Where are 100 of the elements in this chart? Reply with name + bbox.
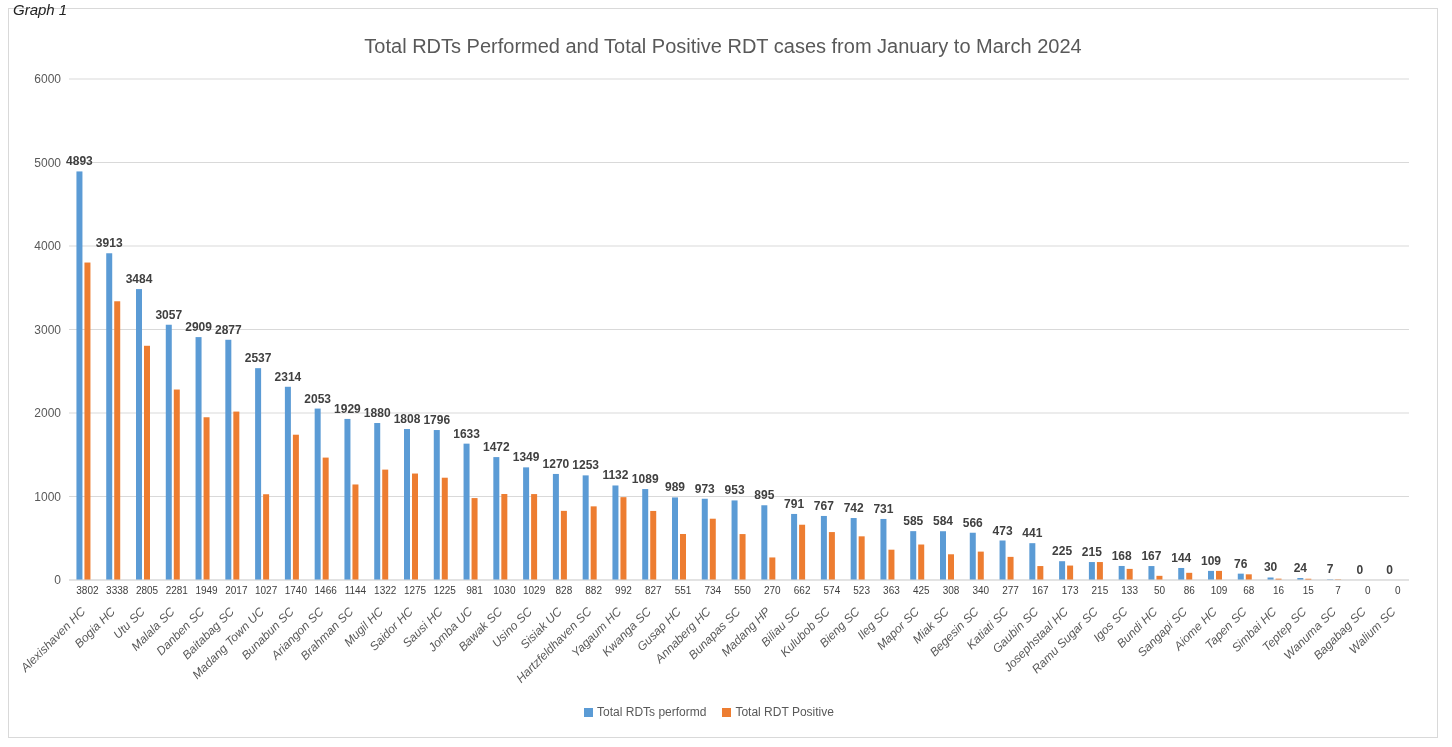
data-label: 791 [784,496,805,511]
data-label: 1030 [493,585,516,596]
y-tick-label: 6000 [34,72,62,87]
data-label: 308 [942,585,960,596]
y-tick-label: 1000 [34,489,62,504]
data-label: 1796 [423,413,451,428]
data-label: 7 [1326,562,1334,577]
data-label: 167 [1031,585,1050,596]
data-label: 828 [555,585,573,596]
data-label: 363 [883,585,901,596]
data-label: 15 [1302,585,1315,596]
data-label: 3484 [125,272,153,287]
data-label: 1027 [254,585,278,596]
data-label: 0 [1365,585,1372,596]
data-label: 1633 [453,426,481,441]
data-label: 1949 [195,585,219,596]
y-tick-label: 5000 [34,155,62,170]
data-label: 742 [843,501,864,516]
data-label: 215 [1081,545,1103,560]
data-label: 1144 [344,585,367,596]
legend-label: Total RDT Positive [734,705,834,719]
data-label: 2017 [225,585,248,596]
data-label: 3802 [76,585,99,596]
data-label: 0 [1386,563,1394,577]
data-label: 473 [992,523,1013,538]
data-label: 270 [763,585,782,596]
caption: Graph 1 [13,1,68,18]
data-label: 2909 [185,320,213,335]
data-label: 2314 [274,369,302,384]
data-label: 1225 [433,585,457,596]
data-label: 566 [962,515,984,530]
data-label: 585 [903,514,924,529]
data-label: 0 [1394,585,1401,596]
data-label: 144 [1171,550,1192,565]
data-label: 1740 [284,585,308,596]
y-tick-label: 2000 [34,406,62,421]
data-label: 50 [1153,585,1166,596]
data-label: 24 [1293,561,1308,575]
data-label: 989 [664,480,686,495]
legend-label: Total RDTs performd [596,705,707,719]
data-label: 882 [585,585,603,596]
data-label: 68 [1243,585,1255,596]
data-label: 992 [615,585,633,596]
data-label: 1132 [602,468,629,483]
data-label: 953 [724,483,745,498]
data-label: 2877 [214,322,242,337]
data-label: 1029 [522,585,546,596]
data-label: 441 [1022,526,1043,541]
data-label: 76 [1234,556,1248,571]
data-label: 215 [1091,585,1109,596]
data-label: 133 [1121,585,1139,596]
data-label: 550 [734,585,752,596]
data-label: 168 [1111,548,1132,563]
data-label: 662 [793,585,811,596]
data-label: 731 [873,501,894,516]
data-label: 4893 [66,154,94,169]
y-tick-label: 4000 [34,239,62,254]
data-label: 1808 [393,412,421,427]
data-label: 1275 [403,585,427,596]
data-label: 86 [1183,585,1196,596]
data-label: 340 [972,585,990,596]
data-label: 1270 [542,456,570,471]
data-label: 2805 [135,585,159,596]
data-label: 30 [1263,560,1278,575]
data-label: 1089 [631,472,659,487]
data-label: 109 [1210,585,1228,596]
y-tick-label: 0 [54,573,62,588]
data-label: 425 [912,585,930,596]
data-label: 1880 [363,406,391,421]
data-label: 7 [1335,585,1342,596]
data-label: 1253 [572,458,600,473]
data-label: 584 [932,514,954,529]
data-label: 981 [466,585,484,596]
data-label: 895 [754,488,775,503]
data-label: 3338 [106,585,129,596]
data-label: 277 [1002,585,1020,596]
data-label: 1929 [334,401,362,416]
data-label: 734 [704,585,722,596]
data-label: 1349 [512,450,540,465]
data-label: 109 [1200,553,1222,568]
data-label: 523 [853,585,871,596]
data-label: 574 [823,585,841,596]
data-label: 767 [813,498,835,513]
data-label: 1466 [314,585,338,596]
chart-title: Total RDTs Performed and Total Positive RDT cases from January to March 2024 [363,35,1083,58]
data-label: 2537 [244,351,272,366]
data-label: 3913 [95,236,123,251]
data-label: 827 [644,585,662,596]
data-label: 1472 [482,440,510,455]
data-label: 2281 [165,585,189,596]
data-label: 167 [1141,549,1162,564]
y-tick-label: 3000 [34,322,62,337]
data-label: 3057 [155,307,183,322]
data-label: 973 [694,481,716,496]
data-label: 225 [1052,544,1073,559]
data-label: 173 [1061,585,1079,596]
data-label: 1322 [374,585,397,596]
data-label: 2053 [304,391,332,406]
data-label: 551 [674,585,692,596]
data-label: 16 [1272,585,1285,596]
